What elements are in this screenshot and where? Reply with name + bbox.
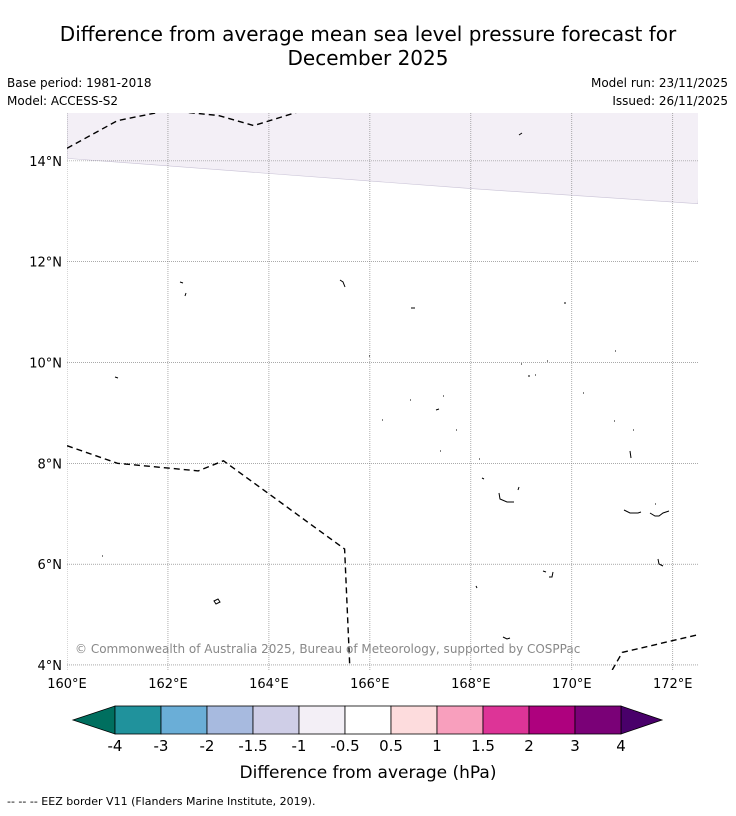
colorbar-tick-label: 3: [570, 737, 580, 755]
colorbar-extend-low: [71, 705, 116, 735]
longitude-tick-label: 164°E: [249, 677, 289, 692]
island: [518, 132, 523, 136]
island: [657, 558, 664, 567]
island: [382, 419, 457, 431]
island-markers: [102, 132, 670, 640]
island: [614, 420, 634, 431]
island: [498, 492, 514, 503]
colorbar-tick-label: 4: [616, 737, 626, 755]
colorbar-tick-label: 1: [432, 737, 442, 755]
model-name: Model: ACCESS-S2: [7, 94, 119, 108]
island: [435, 408, 440, 411]
axis-labels: 160°E 162°E 164°E 166°E 168°E 170°E 172°E 14°N 1…: [29, 155, 692, 692]
island: [502, 636, 511, 640]
forecast-info-left: Base period: 1981-2018 Model: ACCESS-S2: [7, 74, 152, 110]
graticule: [67, 113, 698, 670]
map-background: [67, 113, 698, 670]
longitude-tick-label: 172°E: [653, 677, 693, 692]
colorbar-segment: [436, 705, 484, 735]
colorbar-tick-label: -1: [292, 737, 307, 755]
colorbar-tick-label: 1.5: [471, 737, 495, 755]
island: [213, 598, 221, 605]
eez-border-line: [611, 634, 698, 670]
eez-legend-note: -- -- -- EEZ border V11 (Flanders Marine…: [7, 795, 316, 808]
island: [528, 374, 536, 377]
model-run-date: Model run: 23/11/2025: [590, 76, 728, 90]
colorbar-segment: [160, 705, 208, 735]
island: [623, 509, 670, 517]
latitude-tick-label: 8°N: [38, 457, 63, 472]
colorbar-segment: [252, 705, 300, 735]
latitude-tick-label: 10°N: [29, 357, 62, 372]
island: [440, 450, 632, 459]
colorbar-segment: [528, 705, 576, 735]
base-period: Base period: 1981-2018: [7, 76, 152, 90]
colorbar-segment: [114, 705, 162, 735]
island: [542, 570, 554, 578]
colorbar-segment: [298, 705, 346, 735]
pressure-anomaly-region: [67, 113, 698, 205]
island: [479, 458, 485, 480]
longitude-tick-label: 168°E: [451, 677, 491, 692]
chart-title: Difference from average mean sea level p…: [0, 22, 736, 70]
colorbar-segment: [390, 705, 438, 735]
copyright-notice: © Commonwealth of Australia 2025, Bureau…: [75, 642, 580, 656]
colorbar-segment: [206, 705, 254, 735]
latitude-tick-label: 14°N: [29, 155, 62, 170]
colorbar-tick-label: -4: [108, 737, 123, 755]
latitude-tick-label: 4°N: [38, 659, 63, 674]
issued-date: Issued: 26/11/2025: [612, 94, 728, 108]
colorbar-tick-label: 2: [524, 737, 534, 755]
title-line-2: December 2025: [287, 46, 449, 70]
map-plot-area: © Commonwealth of Australia 2025, Bureau…: [67, 113, 698, 670]
island: [517, 486, 520, 491]
island: [339, 279, 346, 288]
latitude-tick-label: 12°N: [29, 256, 62, 271]
title-line-1: Difference from average mean sea level p…: [59, 22, 677, 46]
colorbar-segment: [574, 705, 622, 735]
longitude-tick-label: 162°E: [148, 677, 188, 692]
colorbar-tick-label: -3: [154, 737, 169, 755]
longitude-tick-label: 170°E: [552, 677, 592, 692]
colorbar-tick-label: -2: [200, 737, 215, 755]
eez-border-line: [67, 445, 351, 666]
longitude-tick-label: 166°E: [350, 677, 390, 692]
colorbar: -4 -3 -2 -1.5 -1 -0.5 0.5 1 1.5 2 3 4: [71, 705, 664, 755]
latitude-tick-label: 6°N: [38, 558, 63, 573]
colorbar-label: Difference from average (hPa): [240, 763, 497, 783]
forecast-info-right: Model run: 23/11/2025 Issued: 26/11/2025: [591, 74, 728, 110]
colorbar-segment: [344, 705, 392, 735]
longitude-tick-label: 160°E: [47, 677, 87, 692]
island: [114, 376, 119, 379]
island: [521, 360, 548, 365]
colorbar-extend-high: [620, 705, 664, 735]
eez-border-line: [67, 113, 297, 149]
island: [475, 585, 478, 589]
island: [179, 281, 187, 297]
colorbar-tick-label: -0.5: [330, 737, 359, 755]
island: [410, 395, 444, 401]
colorbar-tick-label: 0.5: [379, 737, 403, 755]
eez-borders: [67, 113, 698, 670]
colorbar-tick-label: -1.5: [238, 737, 267, 755]
colorbar-segment: [482, 705, 530, 735]
